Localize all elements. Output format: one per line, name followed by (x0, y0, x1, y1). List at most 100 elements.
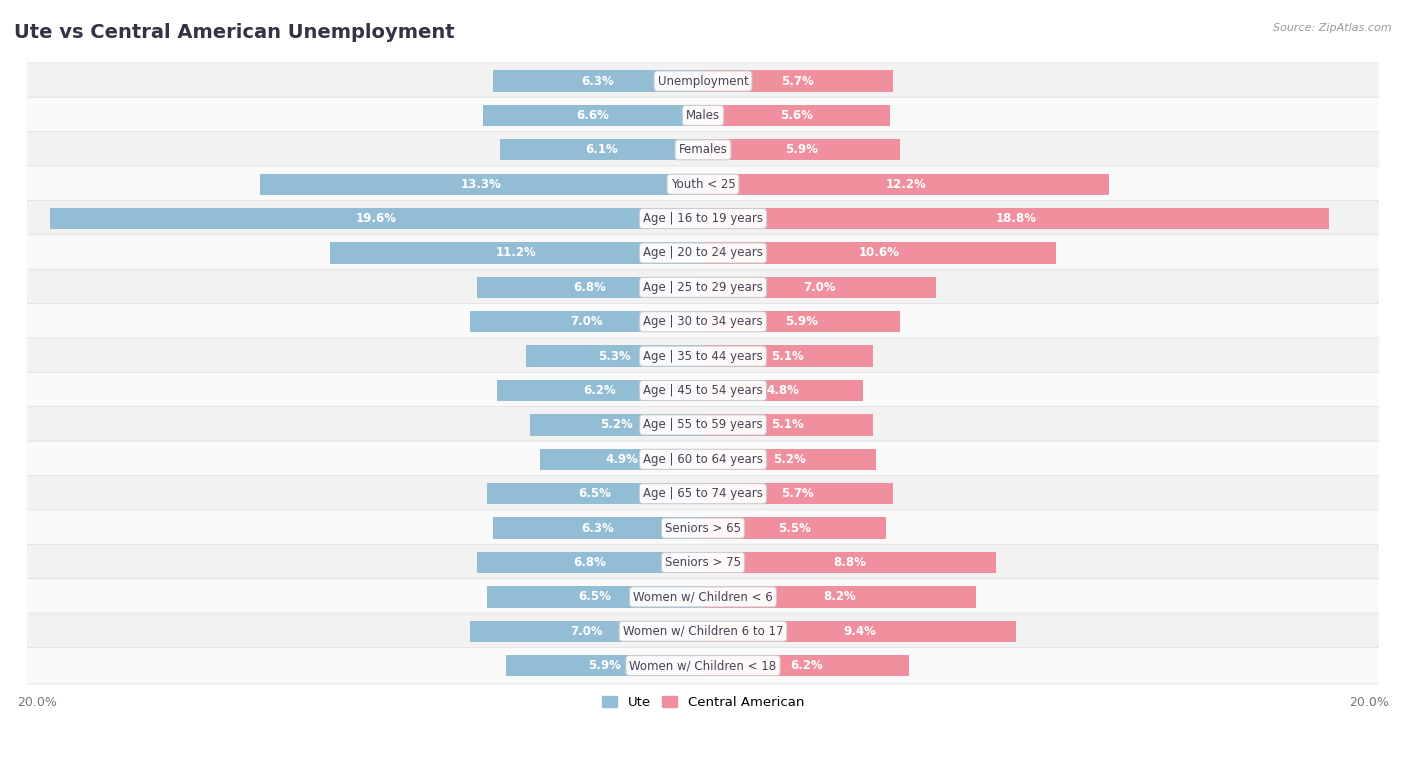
Text: 6.5%: 6.5% (578, 488, 612, 500)
Text: 7.0%: 7.0% (569, 625, 603, 637)
Bar (703, 621, 1017, 642)
Text: Females: Females (679, 143, 727, 157)
Bar (703, 518, 886, 539)
Bar (703, 345, 873, 367)
Bar (703, 173, 1109, 195)
Bar (540, 449, 703, 470)
FancyBboxPatch shape (18, 304, 1388, 340)
Text: 6.3%: 6.3% (582, 522, 614, 534)
FancyBboxPatch shape (18, 407, 1388, 443)
Bar (703, 449, 876, 470)
Text: 5.5%: 5.5% (778, 522, 811, 534)
Text: Age | 25 to 29 years: Age | 25 to 29 years (643, 281, 763, 294)
Bar (703, 483, 893, 504)
Text: 6.5%: 6.5% (578, 590, 612, 603)
Text: Seniors > 75: Seniors > 75 (665, 556, 741, 569)
Text: 8.8%: 8.8% (834, 556, 866, 569)
Text: Males: Males (686, 109, 720, 122)
Bar (477, 552, 703, 573)
Text: 6.2%: 6.2% (790, 659, 823, 672)
Text: 5.6%: 5.6% (780, 109, 813, 122)
FancyBboxPatch shape (18, 578, 1388, 615)
Text: 6.2%: 6.2% (583, 384, 616, 397)
Text: 8.2%: 8.2% (823, 590, 856, 603)
Bar (470, 311, 703, 332)
Text: 4.8%: 4.8% (766, 384, 800, 397)
Text: 5.7%: 5.7% (782, 488, 814, 500)
Text: 19.6%: 19.6% (356, 212, 396, 225)
Bar (506, 655, 703, 676)
Bar (494, 70, 703, 92)
FancyBboxPatch shape (18, 63, 1388, 99)
FancyBboxPatch shape (18, 613, 1388, 650)
Text: Age | 20 to 24 years: Age | 20 to 24 years (643, 247, 763, 260)
Text: Age | 35 to 44 years: Age | 35 to 44 years (643, 350, 763, 363)
Legend: Ute, Central American: Ute, Central American (596, 690, 810, 714)
Text: Women w/ Children < 18: Women w/ Children < 18 (630, 659, 776, 672)
Bar (494, 518, 703, 539)
Bar (703, 70, 893, 92)
Bar (526, 345, 703, 367)
FancyBboxPatch shape (18, 132, 1388, 168)
Text: 5.2%: 5.2% (600, 419, 633, 431)
FancyBboxPatch shape (18, 97, 1388, 134)
Bar (499, 139, 703, 160)
FancyBboxPatch shape (18, 510, 1388, 547)
Text: 5.7%: 5.7% (782, 74, 814, 88)
Bar (477, 277, 703, 298)
Bar (703, 311, 900, 332)
Text: 12.2%: 12.2% (886, 178, 927, 191)
Text: Source: ZipAtlas.com: Source: ZipAtlas.com (1274, 23, 1392, 33)
Bar (703, 655, 910, 676)
Text: 7.0%: 7.0% (569, 315, 603, 329)
Text: 5.3%: 5.3% (599, 350, 631, 363)
Bar (703, 277, 936, 298)
Text: Age | 16 to 19 years: Age | 16 to 19 years (643, 212, 763, 225)
Text: 9.4%: 9.4% (844, 625, 876, 637)
Text: 5.9%: 5.9% (588, 659, 621, 672)
Bar (484, 104, 703, 126)
Bar (703, 380, 863, 401)
Text: Unemployment: Unemployment (658, 74, 748, 88)
Text: 11.2%: 11.2% (496, 247, 537, 260)
Text: Seniors > 65: Seniors > 65 (665, 522, 741, 534)
FancyBboxPatch shape (18, 372, 1388, 409)
Text: 4.9%: 4.9% (605, 453, 638, 466)
Text: 6.3%: 6.3% (582, 74, 614, 88)
Text: 6.1%: 6.1% (585, 143, 617, 157)
Bar (703, 242, 1056, 263)
Bar (703, 208, 1329, 229)
FancyBboxPatch shape (18, 441, 1388, 478)
FancyBboxPatch shape (18, 338, 1388, 375)
Bar (703, 552, 995, 573)
Text: 13.3%: 13.3% (461, 178, 502, 191)
Text: 10.6%: 10.6% (859, 247, 900, 260)
Text: 5.1%: 5.1% (772, 419, 804, 431)
Text: 5.9%: 5.9% (785, 143, 818, 157)
Text: 5.9%: 5.9% (785, 315, 818, 329)
Bar (330, 242, 703, 263)
FancyBboxPatch shape (18, 235, 1388, 271)
Text: 5.2%: 5.2% (773, 453, 806, 466)
Bar (470, 621, 703, 642)
FancyBboxPatch shape (18, 544, 1388, 581)
Text: Age | 30 to 34 years: Age | 30 to 34 years (643, 315, 763, 329)
Bar (703, 104, 890, 126)
FancyBboxPatch shape (18, 647, 1388, 684)
Bar (260, 173, 703, 195)
Text: Age | 45 to 54 years: Age | 45 to 54 years (643, 384, 763, 397)
Bar (486, 483, 703, 504)
Text: 6.8%: 6.8% (574, 281, 606, 294)
Text: Youth < 25: Youth < 25 (671, 178, 735, 191)
Bar (496, 380, 703, 401)
Bar (703, 586, 976, 608)
Text: 5.1%: 5.1% (772, 350, 804, 363)
Text: Age | 65 to 74 years: Age | 65 to 74 years (643, 488, 763, 500)
Bar (486, 586, 703, 608)
FancyBboxPatch shape (18, 201, 1388, 237)
Bar (703, 414, 873, 435)
Bar (530, 414, 703, 435)
Text: Age | 55 to 59 years: Age | 55 to 59 years (643, 419, 763, 431)
FancyBboxPatch shape (18, 166, 1388, 202)
Bar (51, 208, 703, 229)
